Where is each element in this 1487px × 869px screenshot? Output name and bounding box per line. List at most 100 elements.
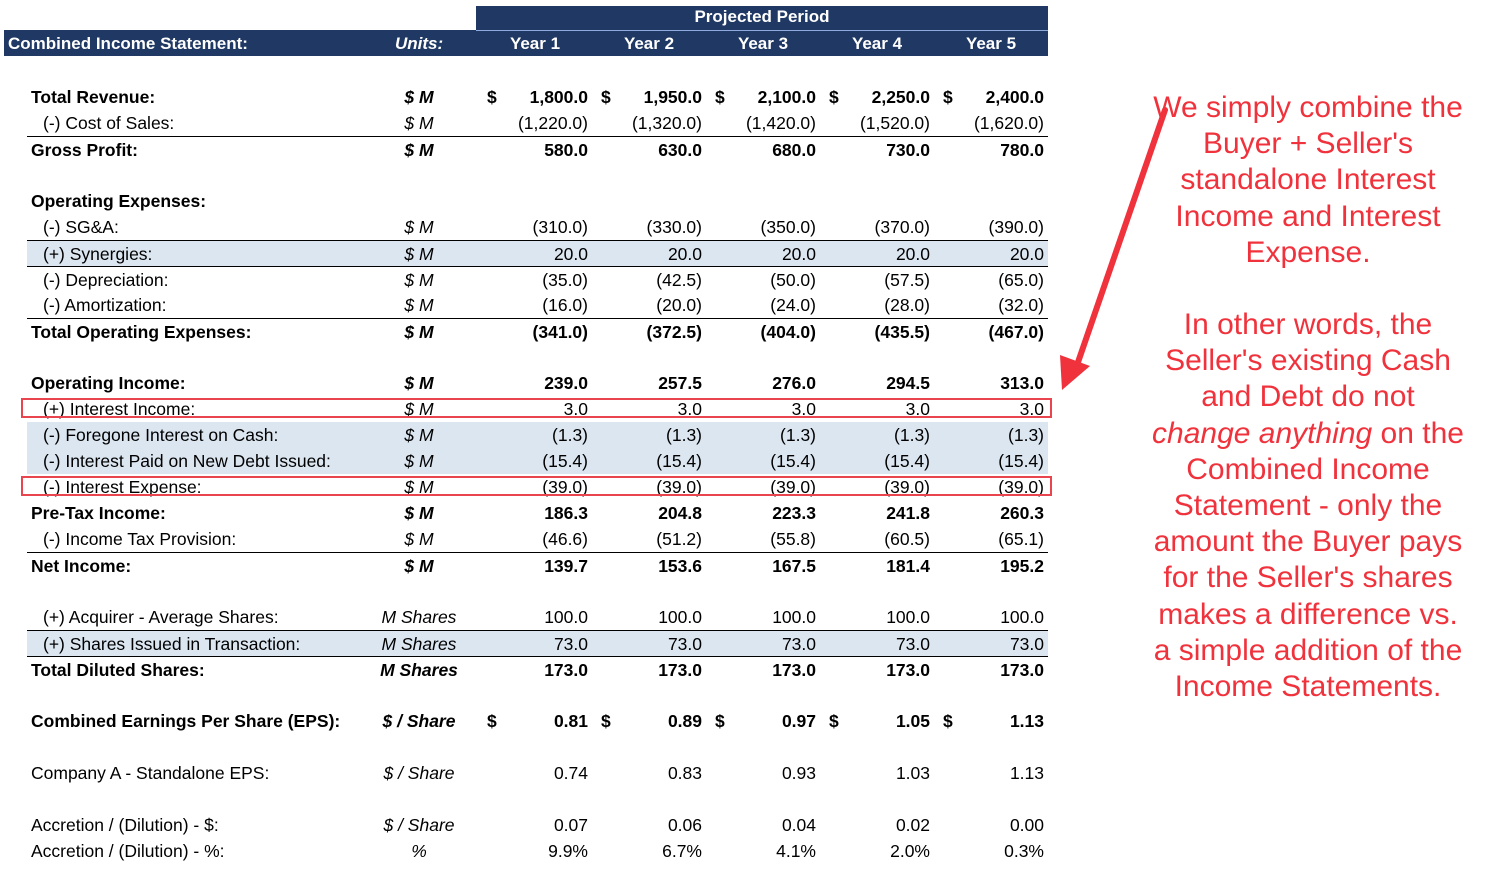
value-year-2: (372.5) [646, 322, 702, 342]
value-year-5: (32.0) [998, 295, 1044, 315]
value-year-5: 0.00 [1009, 815, 1044, 835]
value-year-5: (65.1) [998, 529, 1044, 549]
year-3-header: Year 3 [737, 34, 789, 53]
currency-symbol: $ [487, 711, 497, 731]
row-label: Gross Profit: [31, 140, 138, 160]
value-year-1: 3.0 [563, 399, 588, 419]
row-unit: $ / Share [382, 711, 456, 731]
value-year-2: 153.6 [658, 556, 702, 576]
row-label: Accretion / (Dilution) - $: [31, 815, 219, 835]
value-year-1: (16.0) [542, 295, 588, 315]
value-year-5: (1.3) [1008, 425, 1044, 445]
row-label: (+) Acquirer - Average Shares: [43, 607, 279, 627]
value-year-1: 173.0 [544, 660, 588, 680]
annotation-note: We simply combine the Buyer + Seller's s… [1148, 90, 1468, 705]
row-unit: $ M [404, 477, 434, 497]
value-year-4: (1.3) [894, 425, 930, 445]
value-year-3: 0.04 [781, 815, 816, 835]
row-label: (+) Synergies: [43, 244, 153, 264]
row-operating-expenses: Operating Expenses: [27, 188, 1048, 214]
value-year-5: 313.0 [1000, 373, 1044, 393]
value-year-4: (57.5) [884, 270, 930, 290]
row-unit: $ / Share [383, 763, 455, 783]
currency-symbol: $ [487, 87, 497, 107]
value-year-2: 204.8 [658, 503, 702, 523]
row-label: (-) Cost of Sales: [43, 113, 175, 133]
value-year-1: 186.3 [544, 503, 588, 523]
value-year-2: 73.0 [667, 634, 702, 654]
year-1-header: Year 1 [509, 34, 561, 53]
row-total-operating-expenses: Total Operating Expenses: $ M (341.0) (372.… [27, 318, 1048, 345]
value-year-5: 100.0 [1000, 607, 1044, 627]
row-accretion-dollar: Accretion / (Dilution) - $: $ / Share 0.07… [27, 812, 1048, 838]
value-year-3: 0.93 [781, 763, 816, 783]
value-year-3: (350.0) [760, 217, 816, 237]
row-amortization: (-) Amortization: $ M (16.0) (20.0) (24.0) (2… [27, 292, 1048, 318]
currency-symbol: $ [715, 87, 725, 107]
value-year-2: 1,950.0 [643, 87, 702, 107]
value-year-1: 0.81 [553, 711, 588, 731]
value-year-5: 195.2 [1000, 556, 1044, 576]
year-5-header: Year 5 [965, 34, 1017, 53]
value-year-3: 223.3 [772, 503, 816, 523]
value-year-2: 0.83 [667, 763, 702, 783]
value-year-2: (51.2) [656, 529, 702, 549]
value-year-3: (24.0) [770, 295, 816, 315]
value-year-3: 100.0 [772, 607, 816, 627]
value-year-1: 580.0 [544, 140, 588, 160]
value-year-5: 2,400.0 [985, 87, 1044, 107]
row-unit: $ M [404, 113, 434, 133]
value-year-3: (15.4) [770, 451, 816, 471]
row-cost-of-sales: (-) Cost of Sales: $ M (1,220.0) (1,320.0) (… [27, 110, 1048, 136]
row-label: Total Diluted Shares: [31, 660, 205, 680]
row-unit: $ M [404, 87, 434, 107]
value-year-1: (46.6) [542, 529, 588, 549]
value-year-4: 2,250.0 [871, 87, 930, 107]
value-year-3: (39.0) [770, 477, 816, 497]
row-label: Total Revenue: [31, 87, 156, 107]
value-year-4: (28.0) [884, 295, 930, 315]
value-year-1: 0.07 [553, 815, 588, 835]
value-year-1: (39.0) [542, 477, 588, 497]
value-year-3: 173.0 [772, 660, 816, 680]
value-year-2: 100.0 [658, 607, 702, 627]
value-year-3: 2,100.0 [757, 87, 816, 107]
annotation-paragraph-1: We simply combine the Buyer + Seller's s… [1153, 91, 1463, 269]
value-year-5: (1,620.0) [973, 113, 1044, 133]
year-4-header: Year 4 [851, 34, 903, 53]
currency-symbol: $ [829, 87, 839, 107]
row-label: Operating Expenses: [31, 191, 207, 211]
row-unit: $ M [404, 529, 434, 549]
value-year-4: 241.8 [886, 503, 930, 523]
value-year-1: (1.3) [552, 425, 588, 445]
value-year-2: 0.06 [667, 815, 702, 835]
row-label: (-) Foregone Interest on Cash: [43, 425, 279, 445]
value-year-4: 181.4 [886, 556, 930, 576]
row-income-tax: (-) Income Tax Provision: $ M (46.6) (51.2)… [27, 526, 1048, 552]
income-statement-sheet: Projected Period Combined Income Stateme… [4, 6, 1052, 861]
value-year-4: 1.03 [895, 763, 930, 783]
row-label: Combined Earnings Per Share (EPS): [31, 711, 341, 731]
row-unit: % [411, 841, 427, 861]
value-year-2: (20.0) [656, 295, 702, 315]
value-year-5: (390.0) [988, 217, 1044, 237]
interest-expense-highlight [21, 476, 1052, 496]
row-sga: (-) SG&A: $ M (310.0) (330.0) (350.0) (370.0)… [27, 214, 1048, 240]
value-year-2: 257.5 [658, 373, 702, 393]
value-year-5: 20.0 [1009, 244, 1044, 264]
value-year-5: 1.13 [1009, 711, 1044, 731]
row-pre-tax-income: Pre-Tax Income: $ M 186.3 204.8 223.3 241.8 26… [27, 500, 1048, 526]
value-year-5: 780.0 [1000, 140, 1044, 160]
value-year-4: (1,520.0) [859, 113, 930, 133]
value-year-4: 730.0 [886, 140, 930, 160]
value-year-1: 139.7 [544, 556, 588, 576]
row-total-diluted-shares: Total Diluted Shares: M Shares 173.0 173.0 1… [27, 656, 1048, 683]
value-year-2: (15.4) [656, 451, 702, 471]
currency-symbol: $ [829, 711, 839, 731]
currency-symbol: $ [943, 87, 953, 107]
row-interest-expense: (-) Interest Expense: $ M (39.0) (39.0) (39.… [27, 474, 1048, 500]
value-year-2: (39.0) [656, 477, 702, 497]
value-year-4: (39.0) [884, 477, 930, 497]
projected-period-label: Projected Period [694, 7, 830, 26]
value-year-3: 0.97 [781, 711, 816, 731]
